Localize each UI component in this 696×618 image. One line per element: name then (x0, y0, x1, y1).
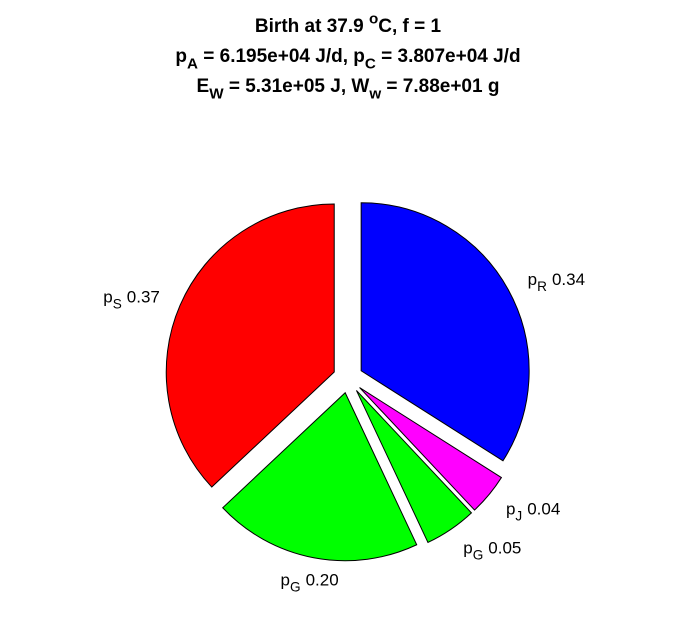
text-part: Birth at 37.9 (255, 16, 369, 37)
slice-value: 0.20 (306, 570, 339, 589)
subscript: C (365, 56, 376, 73)
text-part: E (197, 76, 210, 97)
superscript: o (369, 10, 378, 27)
subscript: w (368, 86, 381, 103)
slice-label: pJ 0.04 (506, 500, 560, 524)
pie-slice (359, 387, 503, 511)
chart-title: EW = 5.31e+05 J, Ww = 7.88e+01 g (197, 76, 500, 103)
subscript: S (113, 297, 122, 312)
text-part: = 5.31e+05 J, W (224, 76, 370, 97)
subscript: G (473, 548, 484, 563)
chart-title: pA = 6.195e+04 J/d, pC = 3.807e+04 J/d (175, 46, 520, 73)
slice-label: pR 0.34 (528, 270, 585, 294)
text-part: = 3.807e+04 J/d (376, 46, 521, 67)
text-part: p (175, 46, 187, 67)
slice-label: pG 0.20 (281, 570, 339, 594)
text-part: = 7.88e+01 g (381, 76, 499, 97)
subscript: W (209, 86, 224, 103)
pie-slice (355, 390, 473, 544)
subscript: G (290, 579, 301, 594)
pie-slice (165, 203, 335, 488)
pie-slice (222, 391, 418, 562)
pie-slice (360, 202, 530, 462)
slice-value: 0.37 (127, 288, 160, 307)
text-part: = 6.195e+04 J/d, p (198, 46, 365, 67)
subscript: J (515, 509, 522, 524)
text-part: p (281, 570, 290, 589)
slice-value: 0.05 (488, 539, 521, 558)
subscript: R (537, 279, 547, 294)
slice-value: 0.04 (527, 500, 560, 519)
text-part: p (528, 270, 537, 289)
text-part: C, f = 1 (378, 16, 441, 37)
slice-label: pS 0.37 (103, 288, 160, 312)
slice-value: 0.34 (552, 270, 585, 289)
chart-title: Birth at 37.9 oC, f = 1 (255, 10, 442, 37)
text-part: p (103, 288, 112, 307)
subscript: A (187, 56, 198, 73)
slice-label: pG 0.05 (463, 539, 521, 563)
text-part: p (506, 500, 515, 519)
text-part: p (463, 539, 472, 558)
